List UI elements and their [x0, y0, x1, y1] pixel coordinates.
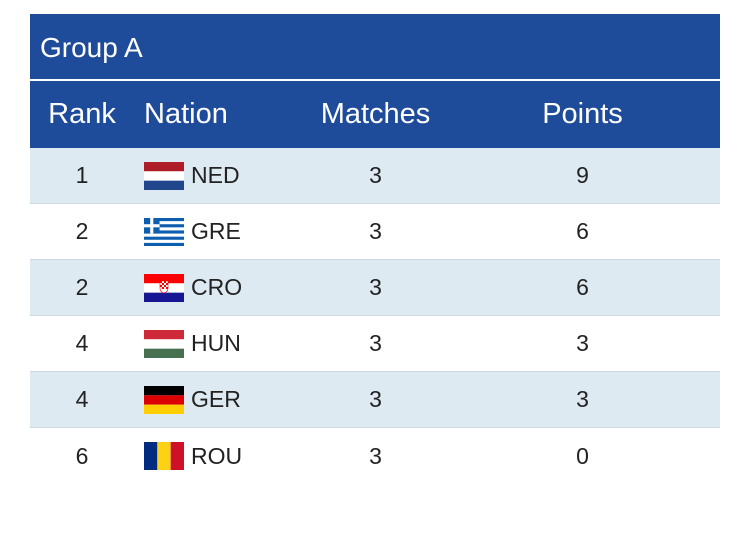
group-title: Group A — [30, 14, 720, 81]
rank-cell: 4 — [75, 386, 89, 412]
nation-cell[interactable]: ROU — [134, 442, 297, 470]
greece-flag-icon — [144, 217, 184, 246]
matches-cell: 3 — [369, 442, 382, 469]
table-row: 2 GRE 3 6 — [30, 204, 720, 260]
table-row: 6 ROU 3 0 — [30, 428, 720, 484]
points-cell: 6 — [576, 218, 589, 244]
nation-cell[interactable]: CRO — [134, 273, 297, 302]
table-row: 1 NED 3 9 — [30, 148, 720, 204]
nation-code: ROU — [191, 442, 243, 469]
points-cell: 3 — [576, 330, 589, 356]
nation-cell[interactable]: GRE — [134, 217, 297, 246]
netherlands-flag-icon — [144, 161, 184, 190]
matches-cell: 3 — [369, 162, 382, 188]
rank-column-header[interactable]: Rank — [48, 98, 116, 130]
germany-flag-icon — [144, 385, 184, 414]
nation-code: GRE — [191, 218, 241, 244]
standings-table: Group A Rank Nation Matches Points 1 NED… — [30, 14, 720, 484]
croatia-flag-icon — [144, 273, 184, 302]
matches-cell: 3 — [369, 274, 382, 300]
nation-cell[interactable]: NED — [134, 161, 297, 190]
points-cell: 0 — [576, 442, 589, 469]
points-column-header[interactable]: Points — [542, 98, 623, 130]
matches-cell: 3 — [369, 330, 382, 356]
nation-column-header[interactable]: Nation — [144, 98, 228, 130]
points-cell: 6 — [576, 274, 589, 300]
rank-cell: 2 — [75, 274, 89, 300]
rank-cell: 6 — [75, 442, 89, 469]
nation-code: NED — [191, 162, 240, 188]
table-row: 4 HUN 3 3 — [30, 316, 720, 372]
nation-cell[interactable]: HUN — [134, 329, 297, 358]
matches-cell: 3 — [369, 386, 382, 412]
nation-cell[interactable]: GER — [134, 385, 297, 414]
nation-code: CRO — [191, 274, 243, 300]
nation-code: HUN — [191, 330, 241, 356]
romania-flag-icon — [144, 442, 184, 470]
table-row: 2 CRO 3 — [30, 260, 720, 316]
rank-cell: 2 — [75, 218, 89, 244]
table-row: 4 GER 3 3 — [30, 372, 720, 428]
matches-cell: 3 — [369, 218, 382, 244]
points-cell: 3 — [576, 386, 589, 412]
rank-cell: 4 — [75, 330, 89, 356]
nation-code: GER — [191, 386, 241, 412]
hungary-flag-icon — [144, 329, 184, 358]
matches-column-header[interactable]: Matches — [320, 98, 431, 130]
rank-cell: 1 — [75, 162, 89, 188]
column-header-row: Rank Nation Matches Points — [30, 81, 720, 148]
points-cell: 9 — [576, 162, 589, 188]
